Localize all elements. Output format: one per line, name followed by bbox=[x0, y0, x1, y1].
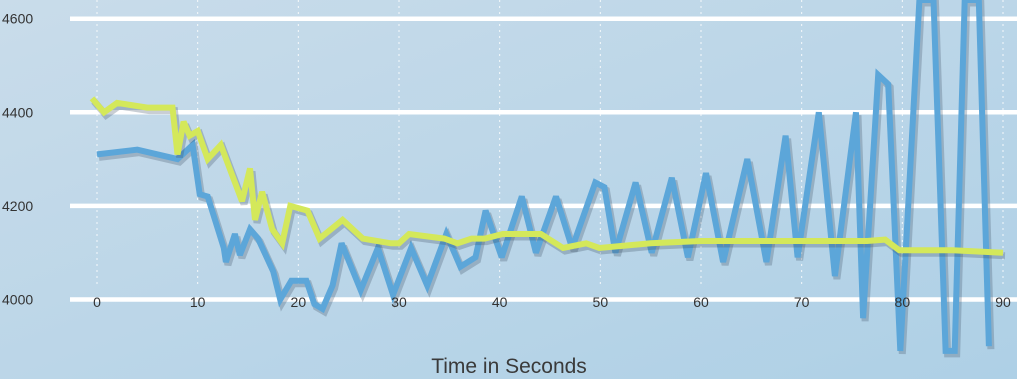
y-tick-label: 4600 bbox=[2, 11, 33, 27]
x-tick-label: 70 bbox=[794, 294, 810, 310]
y-tick-label: 4400 bbox=[2, 104, 33, 120]
x-tick-label: 20 bbox=[291, 294, 307, 310]
yellow-series-line bbox=[89, 96, 1004, 256]
y-tick-labels: 4000 4200 4400 4600 bbox=[2, 11, 33, 308]
x-tick-label: 60 bbox=[693, 294, 709, 310]
x-tick-label: 80 bbox=[895, 294, 911, 310]
x-axis-title: Time in Seconds bbox=[431, 355, 587, 378]
x-tick-label: 0 bbox=[93, 294, 101, 310]
x-tick-label: 90 bbox=[995, 294, 1011, 310]
x-tick-label: 30 bbox=[391, 294, 407, 310]
x-tick-label: 50 bbox=[593, 294, 609, 310]
y-tick-label: 4000 bbox=[2, 291, 33, 307]
series-layer bbox=[89, 0, 1006, 358]
x-tick-labels: 0 10 20 30 40 50 60 70 80 90 bbox=[93, 294, 1011, 310]
blue-series-line bbox=[96, 0, 992, 354]
x-tick-label: 10 bbox=[190, 294, 206, 310]
y-tick-label: 4200 bbox=[2, 198, 33, 214]
x-tick-label: 40 bbox=[492, 294, 508, 310]
